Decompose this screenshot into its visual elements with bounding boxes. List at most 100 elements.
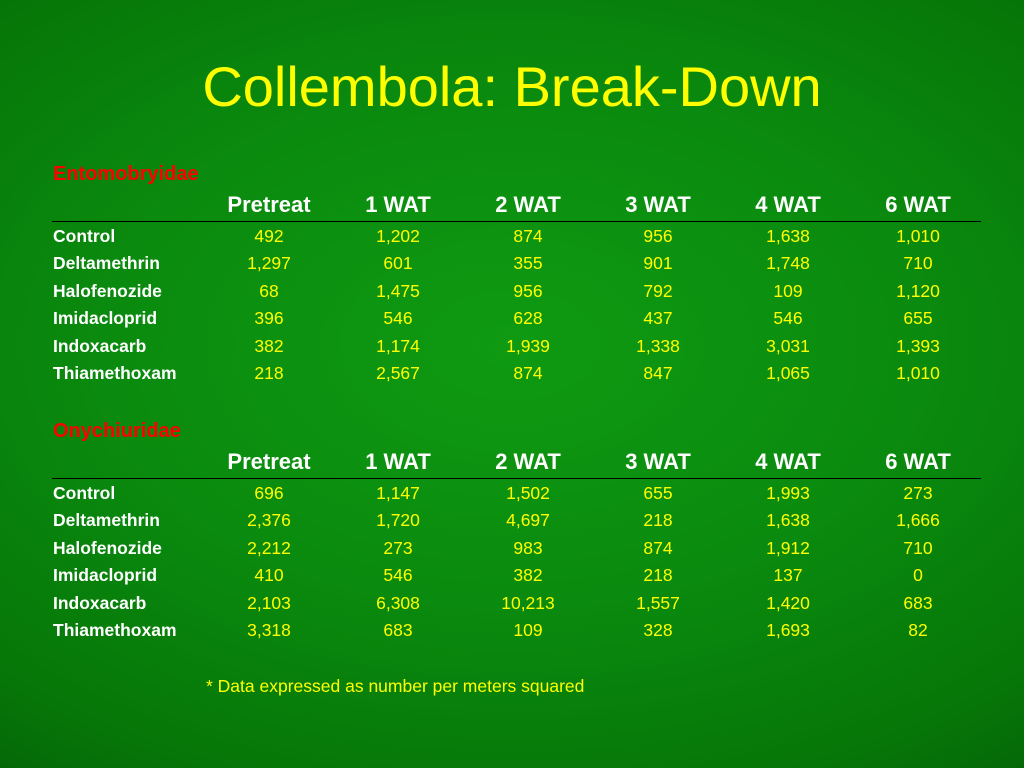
cell-value: 273 (383, 537, 413, 558)
cell-value: 4,697 (506, 510, 550, 531)
row-label: Thiamethoxam (53, 619, 177, 640)
cell-value: 847 (643, 362, 673, 383)
cell-value: 109 (513, 619, 543, 640)
cell-value: 2,212 (247, 537, 291, 558)
footnote: * Data expressed as number per meters sq… (206, 676, 585, 696)
row-label: Deltamethrin (53, 510, 160, 531)
cell-value: 382 (254, 335, 284, 356)
column-header-6-wat: 6 WAT (885, 449, 951, 474)
cell-value: 218 (254, 362, 284, 383)
column-header-4-wat: 4 WAT (755, 449, 821, 474)
row-label: Imidacloprid (53, 308, 158, 329)
cell-value: 1,010 (896, 362, 940, 383)
cell-value: 792 (643, 280, 673, 301)
cell-value: 410 (254, 565, 284, 586)
table-body-entomobryidae: Control 492 1,202 874 956 1,638 1,010 De… (52, 222, 981, 386)
table-row: Control 696 1,147 1,502 655 1,993 273 (52, 479, 981, 506)
table-row: Imidacloprid 410 546 382 218 137 0 (52, 561, 981, 588)
table-header-onychiuridae: Pretreat 1 WAT 2 WAT 3 WAT 4 WAT 6 WAT (52, 446, 981, 479)
cell-value: 1,502 (506, 483, 550, 503)
cell-value: 655 (643, 483, 673, 503)
cell-value: 1,420 (766, 592, 810, 613)
row-label: Deltamethrin (53, 253, 160, 274)
table-row: Control 492 1,202 874 956 1,638 1,010 (52, 222, 981, 249)
cell-value: 3,031 (766, 335, 810, 356)
column-header-pretreat: Pretreat (227, 192, 311, 217)
cell-value: 1,557 (636, 592, 680, 613)
section-title-entomobryidae: Entomobryidae (53, 163, 199, 185)
row-label: Indoxacarb (53, 592, 147, 613)
table-row: Deltamethrin 2,376 1,720 4,697 218 1,638… (52, 506, 981, 533)
row-label: Halofenozide (53, 537, 162, 558)
table-row: Thiamethoxam 218 2,567 874 847 1,065 1,0… (52, 359, 981, 386)
column-header-3-wat: 3 WAT (625, 192, 691, 217)
cell-value: 3,318 (247, 619, 291, 640)
cell-value: 983 (513, 537, 543, 558)
cell-value: 137 (773, 565, 803, 586)
section-title-onychiuridae: Onychiuridae (53, 420, 181, 442)
cell-value: 1,120 (896, 280, 940, 301)
cell-value: 10,213 (501, 592, 555, 613)
cell-value: 1,065 (766, 362, 810, 383)
column-header-2-wat: 2 WAT (495, 449, 561, 474)
cell-value: 273 (903, 483, 933, 503)
row-label: Control (53, 226, 116, 246)
column-header-pretreat: Pretreat (227, 449, 311, 474)
cell-value: 1,475 (376, 280, 420, 301)
column-header-6-wat: 6 WAT (885, 192, 951, 217)
table-row: Imidacloprid 396 546 628 437 546 655 (52, 304, 981, 331)
row-label: Indoxacarb (53, 335, 147, 356)
cell-value: 546 (773, 308, 803, 329)
cell-value: 874 (643, 537, 673, 558)
cell-value: 601 (383, 253, 413, 274)
cell-value: 546 (383, 565, 413, 586)
cell-value: 2,376 (247, 510, 291, 531)
cell-value: 396 (254, 308, 284, 329)
cell-value: 218 (643, 565, 673, 586)
table-row: Halofenozide 2,212 273 983 874 1,912 710 (52, 534, 981, 561)
column-header-1-wat: 1 WAT (365, 449, 431, 474)
cell-value: 874 (513, 362, 543, 383)
cell-value: 1,202 (376, 226, 420, 246)
cell-value: 355 (513, 253, 543, 274)
row-label: Imidacloprid (53, 565, 158, 586)
column-header-4-wat: 4 WAT (755, 192, 821, 217)
cell-value: 1,010 (896, 226, 940, 246)
cell-value: 1,338 (636, 335, 680, 356)
cell-value: 1,393 (896, 335, 940, 356)
cell-value: 1,693 (766, 619, 810, 640)
cell-value: 683 (903, 592, 933, 613)
row-label: Thiamethoxam (53, 362, 177, 383)
cell-value: 0 (913, 565, 923, 586)
cell-value: 1,912 (766, 537, 810, 558)
cell-value: 1,638 (766, 226, 810, 246)
cell-value: 1,939 (506, 335, 550, 356)
cell-value: 218 (643, 510, 673, 531)
cell-value: 1,638 (766, 510, 810, 531)
table-body-onychiuridae: Control 696 1,147 1,502 655 1,993 273 De… (52, 479, 981, 643)
table-row: Deltamethrin 1,297 601 355 901 1,748 710 (52, 249, 981, 276)
cell-value: 874 (513, 226, 543, 246)
cell-value: 492 (254, 226, 284, 246)
cell-value: 1,993 (766, 483, 810, 503)
cell-value: 82 (908, 619, 928, 640)
column-header-3-wat: 3 WAT (625, 449, 691, 474)
cell-value: 710 (903, 253, 933, 274)
cell-value: 1,174 (376, 335, 420, 356)
slide-title: Collembola: Break-Down (202, 55, 822, 118)
cell-value: 1,720 (376, 510, 420, 531)
cell-value: 382 (513, 565, 543, 586)
cell-value: 956 (643, 226, 673, 246)
cell-value: 683 (383, 619, 413, 640)
table-row: Indoxacarb 382 1,174 1,939 1,338 3,031 1… (52, 332, 981, 359)
cell-value: 68 (259, 280, 279, 301)
cell-value: 696 (254, 483, 284, 503)
cell-value: 655 (903, 308, 933, 329)
cell-value: 6,308 (376, 592, 420, 613)
cell-value: 109 (773, 280, 803, 301)
cell-value: 2,567 (376, 362, 420, 383)
cell-value: 901 (643, 253, 673, 274)
cell-value: 2,103 (247, 592, 291, 613)
cell-value: 1,748 (766, 253, 810, 274)
column-header-2-wat: 2 WAT (495, 192, 561, 217)
